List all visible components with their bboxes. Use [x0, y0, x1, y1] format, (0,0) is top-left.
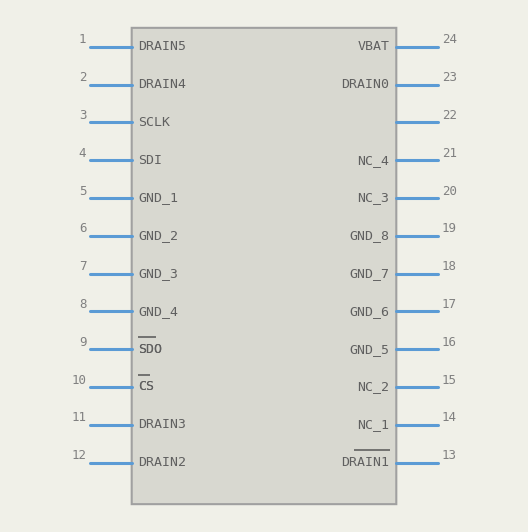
Text: CS: CS: [138, 380, 155, 394]
Text: GND_6: GND_6: [350, 305, 390, 318]
Text: 5: 5: [79, 185, 87, 198]
Text: DRAIN4: DRAIN4: [138, 78, 186, 91]
Text: DRAIN1: DRAIN1: [342, 456, 390, 469]
Text: GND_5: GND_5: [350, 343, 390, 356]
Text: CS: CS: [138, 380, 155, 394]
Text: 16: 16: [441, 336, 457, 349]
Text: 1: 1: [79, 34, 87, 46]
Text: 20: 20: [441, 185, 457, 198]
Text: NC_1: NC_1: [357, 418, 390, 431]
Text: 15: 15: [441, 373, 457, 387]
Text: 21: 21: [441, 147, 457, 160]
Text: GND_1: GND_1: [138, 192, 178, 204]
Text: SCLK: SCLK: [138, 116, 171, 129]
Text: SDI: SDI: [138, 154, 163, 167]
Text: GND_4: GND_4: [138, 305, 178, 318]
Text: VBAT: VBAT: [357, 40, 390, 53]
Text: 6: 6: [79, 222, 87, 236]
Text: 4: 4: [79, 147, 87, 160]
Text: 18: 18: [441, 260, 457, 273]
Text: 24: 24: [441, 34, 457, 46]
Text: 19: 19: [441, 222, 457, 236]
Text: SDO: SDO: [138, 343, 163, 356]
Text: SDO: SDO: [138, 343, 163, 356]
Text: DRAIN0: DRAIN0: [342, 78, 390, 91]
Text: GND_7: GND_7: [350, 267, 390, 280]
Text: DRAIN5: DRAIN5: [138, 40, 186, 53]
Text: NC_2: NC_2: [357, 380, 390, 394]
Text: 14: 14: [441, 411, 457, 425]
Text: 12: 12: [71, 449, 87, 462]
Text: DRAIN3: DRAIN3: [138, 418, 186, 431]
Text: 13: 13: [441, 449, 457, 462]
Text: GND_8: GND_8: [350, 229, 390, 242]
Text: GND_3: GND_3: [138, 267, 178, 280]
Text: 17: 17: [441, 298, 457, 311]
Text: 23: 23: [441, 71, 457, 84]
FancyBboxPatch shape: [131, 28, 397, 504]
Text: NC_4: NC_4: [357, 154, 390, 167]
Text: DRAIN2: DRAIN2: [138, 456, 186, 469]
Text: 9: 9: [79, 336, 87, 349]
Text: 10: 10: [71, 373, 87, 387]
Text: 11: 11: [71, 411, 87, 425]
Text: GND_2: GND_2: [138, 229, 178, 242]
Text: 8: 8: [79, 298, 87, 311]
Text: NC_3: NC_3: [357, 192, 390, 204]
Text: 2: 2: [79, 71, 87, 84]
Text: 3: 3: [79, 109, 87, 122]
Text: 22: 22: [441, 109, 457, 122]
Text: 7: 7: [79, 260, 87, 273]
